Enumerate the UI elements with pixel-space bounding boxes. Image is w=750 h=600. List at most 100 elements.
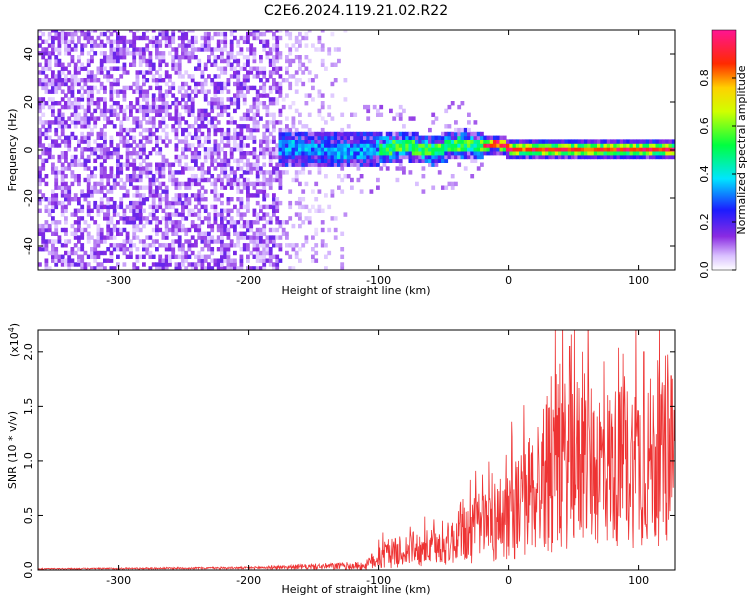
spectrogram-cell xyxy=(233,81,237,87)
spectrogram-cell xyxy=(470,174,475,179)
spectrogram-cell xyxy=(90,216,94,221)
spectrogram-cell xyxy=(122,162,127,167)
spectrogram-cell xyxy=(161,127,166,133)
spectrogram-cell xyxy=(317,170,322,175)
spectrogram-cell xyxy=(138,47,143,52)
spectrogram-cell xyxy=(658,143,663,148)
spectrogram-cell xyxy=(512,139,517,144)
spectrogram-cell xyxy=(320,62,325,67)
spectrogram-cell xyxy=(252,85,257,91)
spectrogram-cell xyxy=(132,231,137,236)
spectrogram-cell xyxy=(80,208,85,213)
spectrogram-cell xyxy=(132,177,137,183)
spectrogram-cell xyxy=(135,177,140,183)
spectrogram-cell xyxy=(541,147,546,152)
spectrogram-cell xyxy=(298,216,302,221)
spectrogram-cell xyxy=(522,147,527,152)
spectrogram-cell xyxy=(135,85,140,91)
spectrogram-cell xyxy=(112,112,117,117)
spectrogram-cell xyxy=(64,151,68,156)
spectrogram-cell xyxy=(421,147,426,152)
spectrogram-cell xyxy=(64,47,68,52)
spectrogram-cell xyxy=(242,151,247,156)
spectrogram-cell xyxy=(333,62,338,67)
spectrogram-cell xyxy=(632,139,637,144)
spectrogram-cell xyxy=(67,143,72,148)
spectrogram-cell xyxy=(294,174,299,179)
spectrogram-cell xyxy=(67,70,72,75)
spectrogram-cell xyxy=(161,189,166,194)
spectrogram-cell xyxy=(200,116,205,121)
spectrogram-cell xyxy=(142,104,146,110)
spectrogram-cell xyxy=(174,127,179,133)
spectrogram-cell xyxy=(129,151,133,156)
spectrogram-cell xyxy=(642,154,647,160)
spectrogram-cell xyxy=(493,151,497,156)
spectrogram-cell xyxy=(60,30,65,33)
spectrogram-cell xyxy=(249,162,254,167)
spectrogram-cell xyxy=(64,143,68,148)
spectrogram-cell xyxy=(229,151,234,156)
spectrogram-cell xyxy=(54,30,59,33)
spectrogram-cell xyxy=(86,135,91,140)
spectrogram-cell xyxy=(311,139,315,144)
spectrogram-cell xyxy=(268,177,273,183)
spectrogram-cell xyxy=(148,185,153,190)
spectrogram-cell xyxy=(148,177,153,183)
spectrogram-cell xyxy=(450,139,455,144)
spectrogram-cell xyxy=(431,135,436,140)
spectrogram-cell xyxy=(171,58,176,64)
spectrogram-cell xyxy=(246,116,250,121)
spectrogram-cell xyxy=(203,243,208,248)
spectrogram-cell xyxy=(207,74,211,79)
spectrogram-cell xyxy=(125,47,130,52)
spectrogram-cell xyxy=(470,139,475,144)
spectrogram-cell xyxy=(86,78,91,83)
spectrogram-cell xyxy=(431,147,436,152)
spectrogram-cell xyxy=(233,135,237,140)
spectrogram-cell xyxy=(90,35,94,41)
spectrogram-cell xyxy=(236,104,241,110)
spectrogram-cell xyxy=(60,181,65,187)
spectrogram-cell xyxy=(41,243,46,248)
spectrogram-cell xyxy=(658,151,663,156)
spectrogram-cell xyxy=(255,66,260,71)
spectrogram-cell xyxy=(77,200,81,206)
spectrogram-cell xyxy=(99,162,104,167)
spectrogram-cell xyxy=(233,93,237,98)
spectrogram-cell xyxy=(434,116,439,121)
spectrogram-cell xyxy=(356,154,361,160)
spectrogram-cell xyxy=(64,78,68,83)
spectrogram-cell xyxy=(262,185,267,190)
spectrogram-cell xyxy=(145,62,150,67)
spectrogram-cell xyxy=(307,112,312,117)
spectrogram-cell xyxy=(213,62,218,67)
spectrogram-cell xyxy=(145,216,150,221)
spectrogram-cell xyxy=(281,158,286,163)
spectrogram-cell xyxy=(181,97,185,102)
spectrogram-cell xyxy=(109,189,114,194)
spectrogram-cell xyxy=(408,154,413,160)
spectrogram-cell xyxy=(246,247,250,252)
spectrogram-cell xyxy=(73,81,78,87)
spectrogram-cell xyxy=(220,39,224,44)
spectrogram-cell xyxy=(44,62,49,67)
spectrogram-cell xyxy=(73,97,78,102)
spectrogram-cell xyxy=(194,204,198,210)
spectrogram-cell xyxy=(155,70,159,75)
spectrogram-cell xyxy=(158,197,163,202)
spectrogram-cell xyxy=(70,181,75,187)
spectrogram-cell xyxy=(112,243,117,248)
spectrogram-cell xyxy=(395,135,400,140)
spectrogram-cell xyxy=(116,55,120,60)
spectrogram-cell xyxy=(161,55,166,60)
spectrogram-cell xyxy=(239,189,244,194)
spectrogram-cell xyxy=(597,139,601,144)
spectrogram-cell xyxy=(272,197,276,202)
spectrogram-cell xyxy=(106,204,111,210)
spectrogram-cell xyxy=(60,39,65,44)
spectrogram-cell xyxy=(262,266,267,270)
spectrogram-cell xyxy=(132,262,137,267)
spectrogram-cell xyxy=(203,258,208,263)
spectrogram-cell xyxy=(190,243,195,248)
